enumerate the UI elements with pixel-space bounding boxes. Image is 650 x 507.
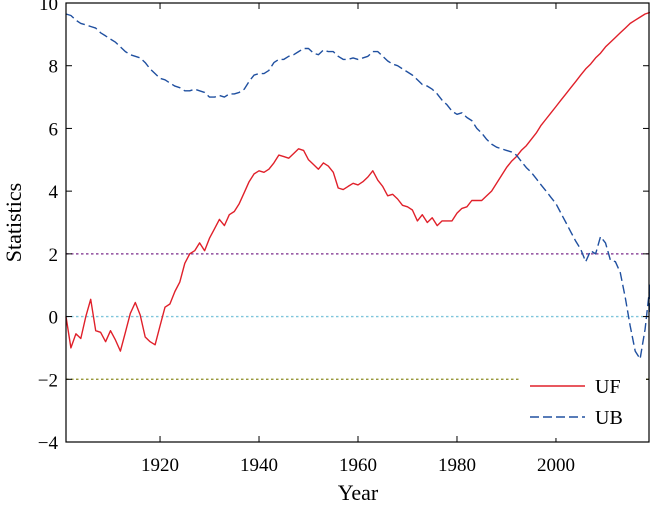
- legend-label-uf: UF: [595, 376, 621, 398]
- axis-ticks: 1920 1940 1960 1980 2000 −4 −2 0 2 4 6 8 10: [38, 0, 649, 476]
- y-tick-label: 2: [49, 245, 59, 266]
- y-axis-label: Statistics: [1, 183, 26, 262]
- y-tick-label: 4: [49, 182, 59, 203]
- x-tick-label: 1940: [240, 455, 278, 476]
- series-line-ub: [65, 13, 650, 360]
- x-tick-label: 1920: [141, 455, 179, 476]
- x-tick-label: 1980: [438, 455, 476, 476]
- reference-lines: [66, 253, 650, 380]
- y-tick-label: 0: [49, 308, 59, 329]
- y-tick-label: −2: [38, 370, 58, 391]
- legend-label-ub: UB: [595, 407, 623, 429]
- y-tick-label: 6: [49, 119, 59, 140]
- series-layer: [65, 11, 650, 360]
- legend-background: [520, 366, 646, 438]
- x-tick-label: 1960: [339, 455, 377, 476]
- legend: UF UB: [520, 366, 646, 438]
- series-line-uf: [65, 11, 650, 352]
- y-tick-label: −4: [38, 433, 59, 454]
- x-tick-label: 2000: [537, 455, 575, 476]
- y-tick-label: 8: [49, 57, 59, 78]
- x-axis-label: Year: [338, 480, 379, 505]
- y-tick-label: 10: [39, 0, 58, 15]
